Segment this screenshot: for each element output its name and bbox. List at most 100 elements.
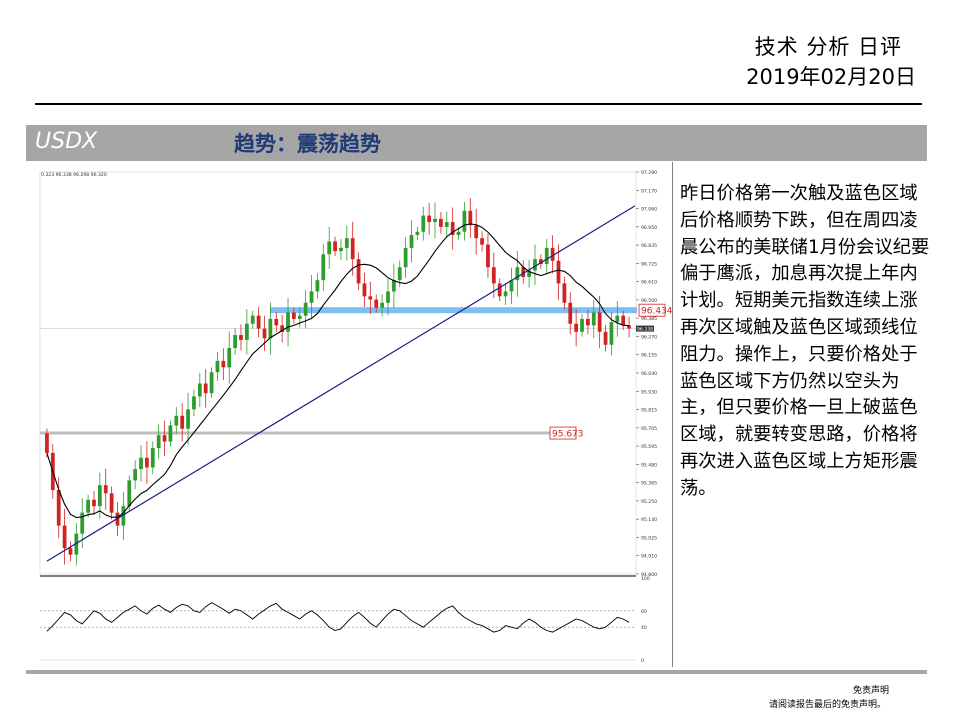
candle-body bbox=[391, 280, 396, 292]
candle-body bbox=[233, 335, 237, 348]
candle-body bbox=[544, 247, 549, 265]
candle-body bbox=[415, 231, 420, 235]
candle-body bbox=[527, 270, 531, 277]
candle-body bbox=[603, 331, 608, 345]
candle-body bbox=[503, 291, 508, 297]
candle-body bbox=[203, 383, 208, 394]
candle-body bbox=[274, 318, 279, 326]
candle-body bbox=[127, 480, 132, 507]
y-tick-label: 94.800 bbox=[641, 572, 657, 578]
candle-body bbox=[180, 415, 185, 429]
moving-average-line bbox=[46, 223, 630, 519]
report-date: 2019年02月20日 bbox=[746, 65, 916, 89]
candle-body bbox=[168, 425, 173, 442]
candle-body bbox=[280, 325, 285, 332]
y-tick-label: 96.610 bbox=[641, 280, 657, 286]
candle-body bbox=[244, 323, 249, 340]
y-tick-label: 94.910 bbox=[641, 554, 657, 560]
rsi-tick-label: 100 bbox=[641, 576, 650, 582]
candle-body bbox=[309, 291, 314, 303]
candle-body bbox=[586, 318, 590, 326]
candle-body bbox=[192, 396, 196, 410]
candle-body bbox=[92, 499, 96, 507]
candle-body bbox=[474, 225, 479, 239]
candle-body bbox=[209, 372, 214, 394]
candle-body bbox=[433, 218, 437, 223]
candle-body bbox=[162, 435, 167, 442]
candle-body bbox=[515, 267, 520, 281]
candle-body bbox=[133, 469, 138, 481]
candle-body bbox=[403, 247, 408, 268]
candle-body bbox=[627, 325, 631, 329]
rsi-tick-label: 60 bbox=[641, 609, 647, 615]
resistance-zone bbox=[270, 307, 638, 314]
candle-body bbox=[333, 241, 337, 252]
candle-body bbox=[350, 238, 355, 260]
candle-body bbox=[286, 312, 290, 332]
candle-body bbox=[574, 323, 579, 332]
y-tick-label: 96.500 bbox=[641, 298, 657, 304]
candle-body bbox=[239, 335, 243, 340]
candle-body bbox=[327, 241, 332, 255]
y-tick-label: 95.140 bbox=[641, 517, 657, 523]
candle-body bbox=[597, 312, 602, 332]
analysis-commentary: 昨日价格第一次触及蓝色区域后价格顺势下跌，但在周四凌晨公布的美联储1月份会议纪要… bbox=[680, 183, 930, 499]
candle-body bbox=[444, 222, 449, 227]
candle-body bbox=[468, 210, 473, 226]
footer-divider bbox=[26, 670, 927, 674]
y-tick-label: 95.250 bbox=[641, 499, 657, 505]
candle-body bbox=[197, 383, 202, 397]
candle-body bbox=[56, 490, 61, 526]
y-tick-label: 95.365 bbox=[641, 481, 657, 487]
candle-body bbox=[250, 315, 255, 324]
level-label-box bbox=[549, 426, 577, 440]
candle-body bbox=[121, 506, 126, 526]
y-tick-label: 96.725 bbox=[641, 261, 657, 267]
y-tick-label: 97.290 bbox=[641, 170, 657, 176]
candle-body bbox=[556, 260, 561, 284]
candle-body bbox=[380, 302, 384, 308]
candle-body bbox=[186, 409, 190, 429]
candle-body bbox=[450, 222, 455, 235]
candle-body bbox=[221, 360, 226, 368]
candle-body bbox=[215, 360, 220, 373]
y-tick-label: 95.595 bbox=[641, 444, 657, 450]
candle-body bbox=[156, 435, 161, 449]
candle-body bbox=[480, 238, 484, 245]
disclaimer-text: 请阅读报告最后的免责声明。 bbox=[769, 700, 887, 710]
candle-body bbox=[297, 315, 302, 319]
disclaimer-title: 免责声明 bbox=[853, 686, 890, 696]
candle-body bbox=[409, 234, 414, 248]
candle-body bbox=[491, 267, 496, 284]
candle-body bbox=[497, 283, 502, 297]
candle-body bbox=[421, 215, 426, 232]
candle-body bbox=[580, 318, 584, 332]
candle-body bbox=[356, 259, 361, 284]
candle-body bbox=[103, 485, 108, 494]
candle-body bbox=[368, 296, 373, 300]
candle-body bbox=[439, 218, 443, 227]
report-title: 技术 分析 日评 bbox=[754, 35, 902, 59]
candle-body bbox=[97, 485, 102, 507]
instrument-band: USDX 趋势：震荡趋势 bbox=[26, 125, 927, 161]
candle-body bbox=[462, 210, 467, 232]
candle-body bbox=[45, 433, 49, 453]
candle-body bbox=[321, 254, 326, 281]
candle-body bbox=[568, 302, 573, 324]
y-tick-label: 95.705 bbox=[641, 426, 657, 432]
candle-body bbox=[74, 533, 79, 555]
candle-body bbox=[139, 457, 143, 470]
candle-body bbox=[315, 280, 320, 292]
y-tick-label: 96.270 bbox=[641, 334, 657, 340]
candle-body bbox=[456, 231, 461, 235]
candle-body bbox=[591, 312, 596, 326]
candle-body bbox=[397, 267, 402, 281]
candle-body bbox=[533, 259, 537, 271]
candle-body bbox=[362, 283, 367, 297]
rsi-line bbox=[46, 602, 630, 633]
uptrend-line bbox=[46, 205, 636, 562]
candle-body bbox=[145, 457, 149, 468]
last-price-value: 96.338 bbox=[637, 327, 653, 333]
price-chart[interactable]: 97.290 97.170 97.060 96.950 96.835 96.725 96.6… bbox=[26, 162, 673, 667]
candle-body bbox=[550, 247, 555, 261]
